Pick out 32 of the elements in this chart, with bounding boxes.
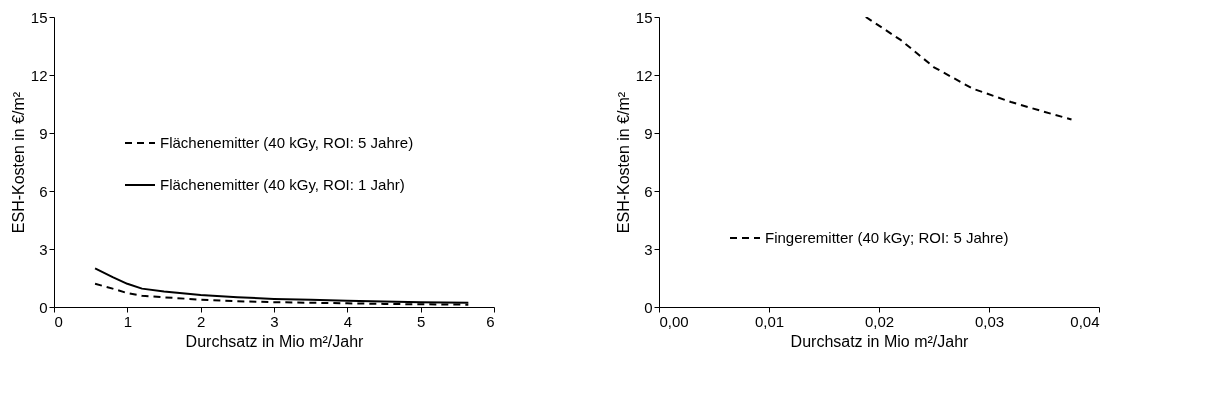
y-tick-label: 0 bbox=[39, 298, 48, 316]
x-tick-label: 4 bbox=[343, 312, 353, 330]
y-axis-title: ESH-Kosten in €/m² bbox=[614, 91, 632, 234]
x-tick-label: 5 bbox=[416, 312, 426, 330]
y-tick-label: 9 bbox=[39, 124, 48, 142]
x-tick-label: 0,02 bbox=[864, 312, 895, 330]
legend-label: Fingeremitter (40 kGy; ROI: 5 Jahre) bbox=[765, 229, 1009, 246]
x-tick-label: 0,00 bbox=[659, 312, 689, 330]
x-tick-label: 3 bbox=[270, 312, 279, 330]
x-tick-label: 2 bbox=[196, 312, 206, 330]
y-tick-label: 15 bbox=[30, 8, 48, 26]
x-axis-title: Durchsatz in Mio m²/Jahr bbox=[185, 332, 365, 350]
line-series bbox=[864, 17, 1073, 121]
x-axis-title: Durchsatz in Mio m²/Jahr bbox=[790, 332, 970, 350]
x-tick-label: 0 bbox=[54, 312, 63, 330]
x-tick-label: 0,04 bbox=[1070, 312, 1100, 330]
y-tick-label: 6 bbox=[644, 182, 653, 200]
y-tick-label: 3 bbox=[644, 240, 653, 258]
y-tick-label: 0 bbox=[644, 298, 653, 316]
x-tick-label: 0,01 bbox=[754, 312, 785, 330]
x-tick-label: 0,03 bbox=[974, 312, 1005, 330]
y-tick-label: 9 bbox=[644, 124, 653, 142]
y-axis-title: ESH-Kosten in €/m² bbox=[9, 91, 27, 234]
y-tick-label: 15 bbox=[635, 8, 653, 26]
legend-label: Flächenemitter (40 kGy, ROI: 1 Jahr) bbox=[160, 176, 405, 193]
x-tick-label: 1 bbox=[123, 312, 133, 330]
y-tick-label: 3 bbox=[39, 240, 48, 258]
y-tick-label: 6 bbox=[39, 182, 48, 200]
x-tick-label: 6 bbox=[486, 312, 495, 330]
y-tick-label: 12 bbox=[635, 66, 653, 84]
y-tick-label: 12 bbox=[30, 66, 48, 84]
legend-label: Flächenemitter (40 kGy, ROI: 5 Jahre) bbox=[160, 134, 414, 151]
